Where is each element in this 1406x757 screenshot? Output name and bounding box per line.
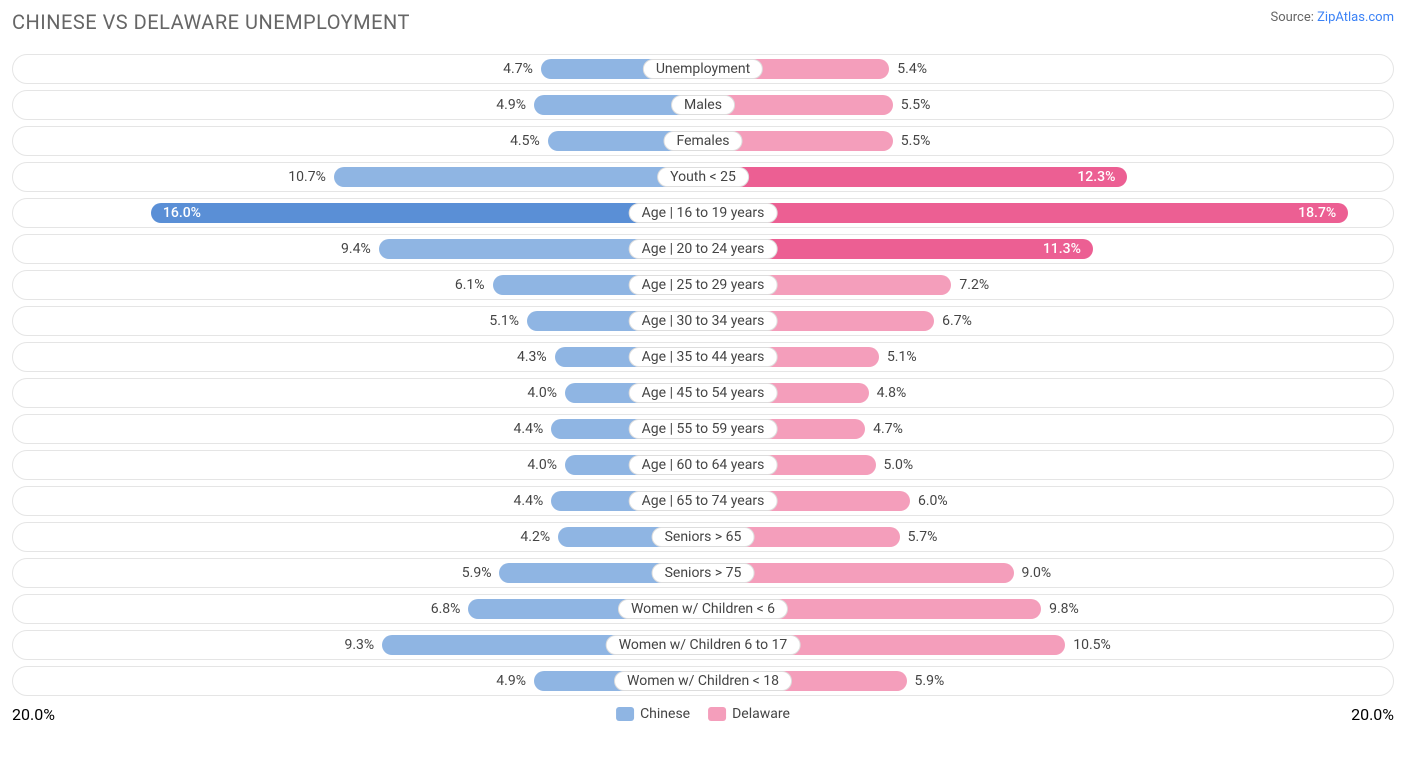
value-right: 5.4%	[897, 61, 927, 77]
category-label: Women w/ Children < 18	[614, 671, 792, 691]
category-label: Age | 16 to 19 years	[629, 203, 778, 223]
value-right: 5.9%	[915, 673, 945, 689]
chart-row: 4.4% 6.0% Age | 65 to 74 years	[12, 486, 1394, 516]
chart-row: 4.7% 5.4% Unemployment	[12, 54, 1394, 84]
value-right: 5.5%	[901, 97, 931, 113]
value-left: 4.0%	[527, 457, 557, 473]
legend-swatch-left	[616, 707, 634, 721]
value-left: 9.3%	[344, 637, 374, 653]
category-label: Seniors > 75	[652, 563, 755, 583]
value-left: 10.7%	[288, 169, 326, 185]
category-label: Youth < 25	[657, 167, 749, 187]
value-right: 10.5%	[1073, 637, 1111, 653]
value-right: 9.8%	[1049, 601, 1079, 617]
diverging-bar-chart: 4.7% 5.4% Unemployment 4.9% 5.5% Males 4.5% 5.5…	[12, 54, 1394, 696]
category-label: Age | 55 to 59 years	[629, 419, 778, 439]
value-left: 5.1%	[489, 313, 519, 329]
category-label: Women w/ Children 6 to 17	[606, 635, 801, 655]
value-left: 4.2%	[520, 529, 550, 545]
value-left: 9.4%	[341, 241, 371, 257]
category-label: Females	[664, 131, 743, 151]
source-link[interactable]: ZipAtlas.com	[1317, 10, 1394, 25]
bar-right	[703, 203, 1348, 223]
value-right: 11.3%	[1043, 241, 1081, 257]
chart-row: 6.1% 7.2% Age | 25 to 29 years	[12, 270, 1394, 300]
chart-row: 4.5% 5.5% Females	[12, 126, 1394, 156]
chart-row: 4.4% 4.7% Age | 55 to 59 years	[12, 414, 1394, 444]
chart-row: 4.0% 5.0% Age | 60 to 64 years	[12, 450, 1394, 480]
value-right: 4.7%	[873, 421, 903, 437]
chart-row: 4.9% 5.9% Women w/ Children < 18	[12, 666, 1394, 696]
value-right: 5.1%	[887, 349, 917, 365]
value-left: 5.9%	[462, 565, 492, 581]
value-left: 4.0%	[527, 385, 557, 401]
chart-row: 4.2% 5.7% Seniors > 65	[12, 522, 1394, 552]
value-left: 4.9%	[496, 673, 526, 689]
category-label: Seniors > 65	[652, 527, 755, 547]
category-label: Women w/ Children < 6	[618, 599, 788, 619]
category-label: Age | 25 to 29 years	[629, 275, 778, 295]
category-label: Age | 20 to 24 years	[629, 239, 778, 259]
value-left: 6.1%	[455, 277, 485, 293]
chart-row: 5.9% 9.0% Seniors > 75	[12, 558, 1394, 588]
category-label: Age | 45 to 54 years	[629, 383, 778, 403]
category-label: Age | 35 to 44 years	[629, 347, 778, 367]
chart-row: 4.0% 4.8% Age | 45 to 54 years	[12, 378, 1394, 408]
category-label: Unemployment	[643, 59, 763, 79]
category-label: Males	[671, 95, 735, 115]
chart-row: 9.3% 10.5% Women w/ Children 6 to 17	[12, 630, 1394, 660]
value-right: 5.7%	[908, 529, 938, 545]
chart-row: 16.0% 18.7% Age | 16 to 19 years	[12, 198, 1394, 228]
value-right: 12.3%	[1077, 169, 1115, 185]
value-right: 6.0%	[918, 493, 948, 509]
value-left: 6.8%	[431, 601, 461, 617]
chart-title: CHINESE VS DELAWARE UNEMPLOYMENT	[12, 10, 410, 34]
value-right: 4.8%	[877, 385, 907, 401]
chart-row: 5.1% 6.7% Age | 30 to 34 years	[12, 306, 1394, 336]
chart-row: 4.3% 5.1% Age | 35 to 44 years	[12, 342, 1394, 372]
bar-left	[334, 167, 703, 187]
chart-row: 4.9% 5.5% Males	[12, 90, 1394, 120]
legend: Chinese Delaware	[616, 706, 790, 722]
value-left: 4.5%	[510, 133, 540, 149]
value-right: 18.7%	[1298, 205, 1336, 221]
category-label: Age | 60 to 64 years	[629, 455, 778, 475]
axis-max-left: 20.0%	[12, 705, 55, 724]
value-left: 4.4%	[514, 421, 544, 437]
category-label: Age | 65 to 74 years	[629, 491, 778, 511]
axis-max-right: 20.0%	[1351, 705, 1394, 724]
chart-row: 6.8% 9.8% Women w/ Children < 6	[12, 594, 1394, 624]
legend-swatch-right	[708, 707, 726, 721]
value-left: 4.7%	[503, 61, 533, 77]
chart-row: 9.4% 11.3% Age | 20 to 24 years	[12, 234, 1394, 264]
value-right: 7.2%	[959, 277, 989, 293]
legend-item-right: Delaware	[708, 706, 790, 722]
legend-item-left: Chinese	[616, 706, 690, 722]
chart-row: 10.7% 12.3% Youth < 25	[12, 162, 1394, 192]
category-label: Age | 30 to 34 years	[629, 311, 778, 331]
value-left: 16.0%	[163, 205, 201, 221]
value-right: 6.7%	[942, 313, 972, 329]
value-left: 4.9%	[496, 97, 526, 113]
value-right: 5.0%	[884, 457, 914, 473]
bar-left	[151, 203, 703, 223]
value-left: 4.3%	[517, 349, 547, 365]
value-right: 9.0%	[1022, 565, 1052, 581]
source-attribution: Source: ZipAtlas.com	[1270, 10, 1394, 25]
bar-right	[703, 167, 1127, 187]
value-left: 4.4%	[514, 493, 544, 509]
value-right: 5.5%	[901, 133, 931, 149]
